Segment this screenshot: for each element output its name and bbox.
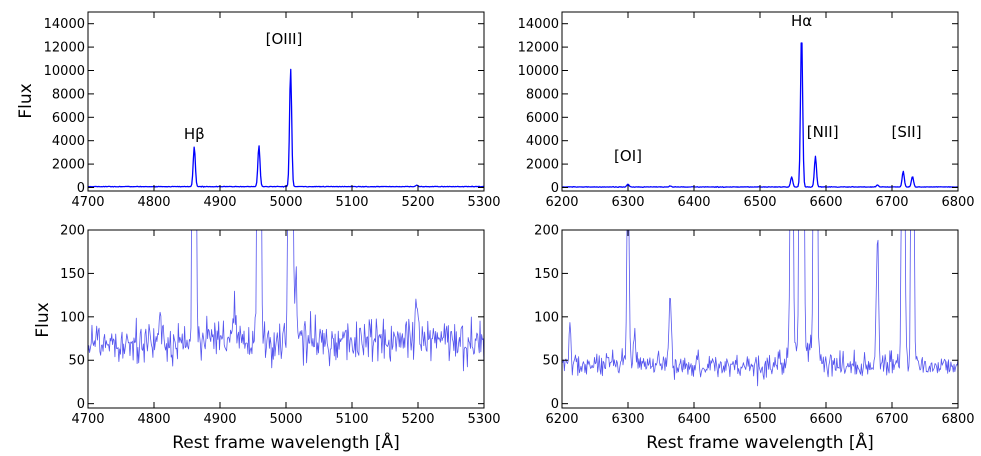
x-tick-label: 5200 <box>401 412 434 427</box>
y-tick-label: 14000 <box>44 17 85 32</box>
x-tick-label: 6500 <box>743 195 776 210</box>
x-tick-label: 6400 <box>677 412 710 427</box>
x-tick-label: 5100 <box>335 412 368 427</box>
y-tick-label: 4000 <box>52 134 85 149</box>
x-tick-label: 4800 <box>137 195 170 210</box>
y-tick-label: 200 <box>60 224 85 239</box>
y-tick-label: 10000 <box>44 64 85 79</box>
line-annotation: Hα <box>791 12 812 30</box>
y-tick-label: 12000 <box>44 41 85 56</box>
y-tick-label: 10000 <box>518 64 559 79</box>
x-tick-label: 6500 <box>743 412 776 427</box>
line-annotation: [NII] <box>807 123 839 141</box>
x-tick-label: 6600 <box>809 195 842 210</box>
y-tick-label: 6000 <box>526 111 559 126</box>
y-tick-label: 4000 <box>526 134 559 149</box>
y-tick-label: 150 <box>60 267 85 282</box>
y-tick-label: 100 <box>534 310 559 325</box>
y-tick-label: 50 <box>542 354 559 369</box>
plot-frame <box>561 229 959 409</box>
x-tick-label: 4900 <box>203 412 236 427</box>
y-tick-label: 0 <box>551 181 559 196</box>
x-tick-label: 4700 <box>71 412 104 427</box>
x-tick-label: 5300 <box>467 412 500 427</box>
y-tick-label: 150 <box>534 267 559 282</box>
y-axis-label: Flux <box>16 83 36 118</box>
x-tick-label: 6800 <box>941 195 974 210</box>
panel-top-right: 6200 6300 6400 6500 6600 6700 6800 0 2000 4000 600… <box>518 11 975 210</box>
y-axis-label: Flux <box>33 302 53 337</box>
y-tick-label: 0 <box>77 397 85 412</box>
x-tick-label: 6600 <box>809 412 842 427</box>
x-tick-label: 6800 <box>941 412 974 427</box>
x-tick-label: 6200 <box>545 412 578 427</box>
panel-bottom-right: 6200 6300 6400 6500 6600 6700 6800 0 50 100 150 200… <box>534 224 974 454</box>
x-tick-label: 6300 <box>611 412 644 427</box>
plot-frame <box>87 229 485 409</box>
panel-bottom-left: 4700 4800 4900 5000 5100 5200 5300 0 50 100 150 200… <box>33 224 501 454</box>
x-tick-label: 5100 <box>335 195 368 210</box>
y-tick-label: 0 <box>551 397 559 412</box>
spectrum-line <box>562 230 958 387</box>
y-tick-label: 8000 <box>526 87 559 102</box>
spectrum-line <box>88 68 484 188</box>
x-tick-label: 5000 <box>269 195 302 210</box>
y-tick-label: 2000 <box>52 158 85 173</box>
y-tick-label: 50 <box>68 354 85 369</box>
x-tick-label: 5300 <box>467 195 500 210</box>
x-axis-label: Rest frame wavelength [Å] <box>172 431 400 453</box>
x-axis-label: Rest frame wavelength [Å] <box>646 431 874 453</box>
line-annotation: [OI] <box>614 147 642 165</box>
spectrum-line <box>88 230 484 372</box>
line-annotation: [SII] <box>891 123 921 141</box>
spectrum-line <box>562 42 958 189</box>
x-tick-label: 6700 <box>875 195 908 210</box>
x-tick-label: 6300 <box>611 195 644 210</box>
x-tick-label: 6200 <box>545 195 578 210</box>
x-tick-label: 4700 <box>71 195 104 210</box>
y-tick-label: 14000 <box>518 17 559 32</box>
x-tick-label: 5000 <box>269 412 302 427</box>
x-tick-label: 5200 <box>401 195 434 210</box>
y-tick-label: 6000 <box>52 111 85 126</box>
x-tick-label: 4800 <box>137 412 170 427</box>
y-tick-label: 8000 <box>52 87 85 102</box>
panel-top-left: 4700 4800 4900 5000 5100 5200 5300 0 2000 4000 600… <box>16 11 501 210</box>
x-tick-label: 6400 <box>677 195 710 210</box>
x-tick-label: 6700 <box>875 412 908 427</box>
line-annotation: [OIII] <box>266 30 303 48</box>
y-tick-label: 2000 <box>526 158 559 173</box>
y-tick-label: 100 <box>60 310 85 325</box>
y-tick-label: 12000 <box>518 41 559 56</box>
y-tick-label: 200 <box>534 224 559 239</box>
line-annotation: Hβ <box>184 125 205 143</box>
y-tick-label: 0 <box>77 181 85 196</box>
x-tick-label: 4900 <box>203 195 236 210</box>
